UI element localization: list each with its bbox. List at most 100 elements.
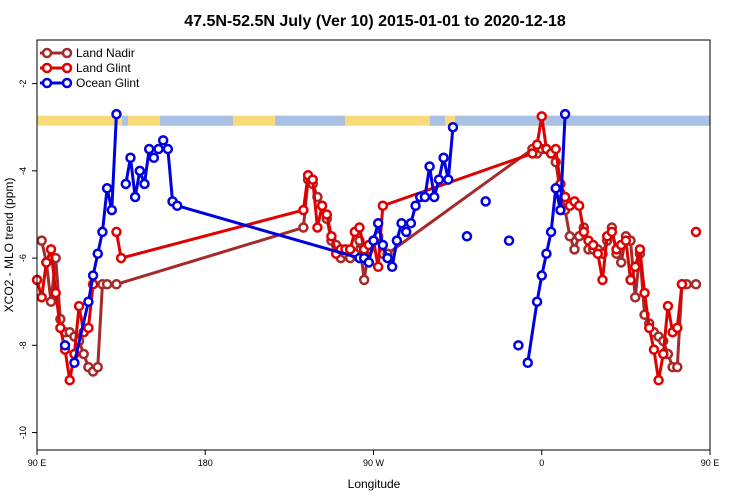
data-point [153, 143, 164, 155]
data-point [372, 217, 384, 229]
data-point [73, 300, 85, 312]
data-point [120, 178, 132, 190]
y-tick-label: -8 [18, 341, 28, 349]
data-point [344, 244, 356, 255]
data-point [429, 191, 440, 203]
data-point [143, 143, 155, 155]
data-point [129, 191, 141, 203]
data-point [541, 248, 552, 259]
data-point [377, 239, 389, 251]
data-point [316, 200, 328, 211]
legend-label: Land Nadir [76, 46, 135, 60]
data-point [634, 244, 646, 255]
ocean-band-segment [275, 115, 345, 126]
y-tick-label: -10 [18, 426, 28, 439]
data-point [578, 226, 590, 238]
data-point [139, 178, 150, 190]
data-point [101, 183, 113, 194]
series-ocean-glint [59, 108, 571, 369]
data-point [55, 322, 66, 334]
legend-label: Ocean Glint [76, 76, 140, 90]
legend-marker [41, 77, 53, 89]
data-point [64, 374, 75, 386]
data-point [101, 279, 113, 290]
data-point [106, 204, 118, 216]
data-point [653, 374, 664, 386]
data-point [658, 348, 669, 360]
data-point [382, 252, 393, 264]
data-point [438, 152, 449, 164]
data-point [443, 174, 454, 185]
data-point [536, 270, 547, 281]
data-point [36, 235, 47, 246]
data-point [690, 226, 702, 238]
chart-title: 47.5N-52.5N July (Ver 10) 2015-01-01 to … [184, 13, 566, 30]
legend-marker [41, 47, 53, 59]
legend-marker [61, 62, 73, 74]
x-tick-label: 90 E [701, 458, 720, 468]
data-point [92, 248, 104, 259]
legend-label: Land Glint [76, 61, 131, 75]
x-axis: 90 E 180 90 W 0 90 E [28, 450, 720, 468]
data-point [111, 108, 122, 120]
data-point [162, 143, 174, 155]
data-point [87, 270, 99, 281]
data-point [592, 248, 604, 259]
y-axis: -10 -8 -6 -4 -2 [18, 80, 37, 439]
data-point [171, 200, 183, 211]
data-point [550, 183, 562, 194]
data-point [597, 274, 608, 286]
legend-marker [61, 47, 73, 59]
data-point [368, 235, 379, 246]
data-point [620, 235, 632, 246]
data-point [447, 121, 459, 133]
data-point [83, 296, 94, 307]
data-point [111, 279, 122, 290]
data-point [377, 200, 389, 211]
data-point [358, 274, 370, 286]
data-point [59, 340, 71, 351]
data-point [321, 209, 333, 220]
data-point [480, 196, 491, 207]
data-point [78, 348, 89, 360]
data-point [410, 200, 421, 211]
data-point [326, 231, 337, 242]
data-point [396, 217, 407, 229]
data-point [307, 174, 318, 185]
data-point [513, 340, 524, 351]
data-point [50, 287, 61, 299]
data-point [672, 322, 683, 334]
data-point [522, 357, 533, 369]
data-point [639, 287, 650, 299]
data-point [45, 296, 57, 307]
data-point [41, 257, 52, 268]
data-point [503, 235, 515, 246]
y-tick-label: -2 [18, 80, 28, 88]
data-point [400, 226, 412, 238]
data-point [531, 296, 543, 307]
data-point [354, 222, 365, 233]
data-point [536, 111, 547, 122]
x-tick-label: 90 E [28, 458, 47, 468]
data-point [298, 222, 309, 233]
data-point [419, 191, 431, 203]
data-point [545, 226, 557, 238]
data-point [625, 274, 636, 286]
ocean-band-segment [122, 115, 128, 126]
legend-marker [41, 62, 53, 74]
x-tick-label: 90 W [363, 458, 385, 468]
data-point [386, 261, 398, 273]
x-tick-label: 0 [539, 458, 544, 468]
data-point [363, 257, 375, 268]
data-point [405, 217, 417, 229]
series-line [72, 114, 118, 364]
data-point [45, 244, 57, 255]
land-sea-band [37, 115, 710, 126]
data-point [648, 344, 660, 355]
legend-marker [61, 77, 73, 89]
ocean-band-segment [430, 115, 445, 126]
data-point [424, 161, 435, 172]
land-band [37, 115, 710, 126]
